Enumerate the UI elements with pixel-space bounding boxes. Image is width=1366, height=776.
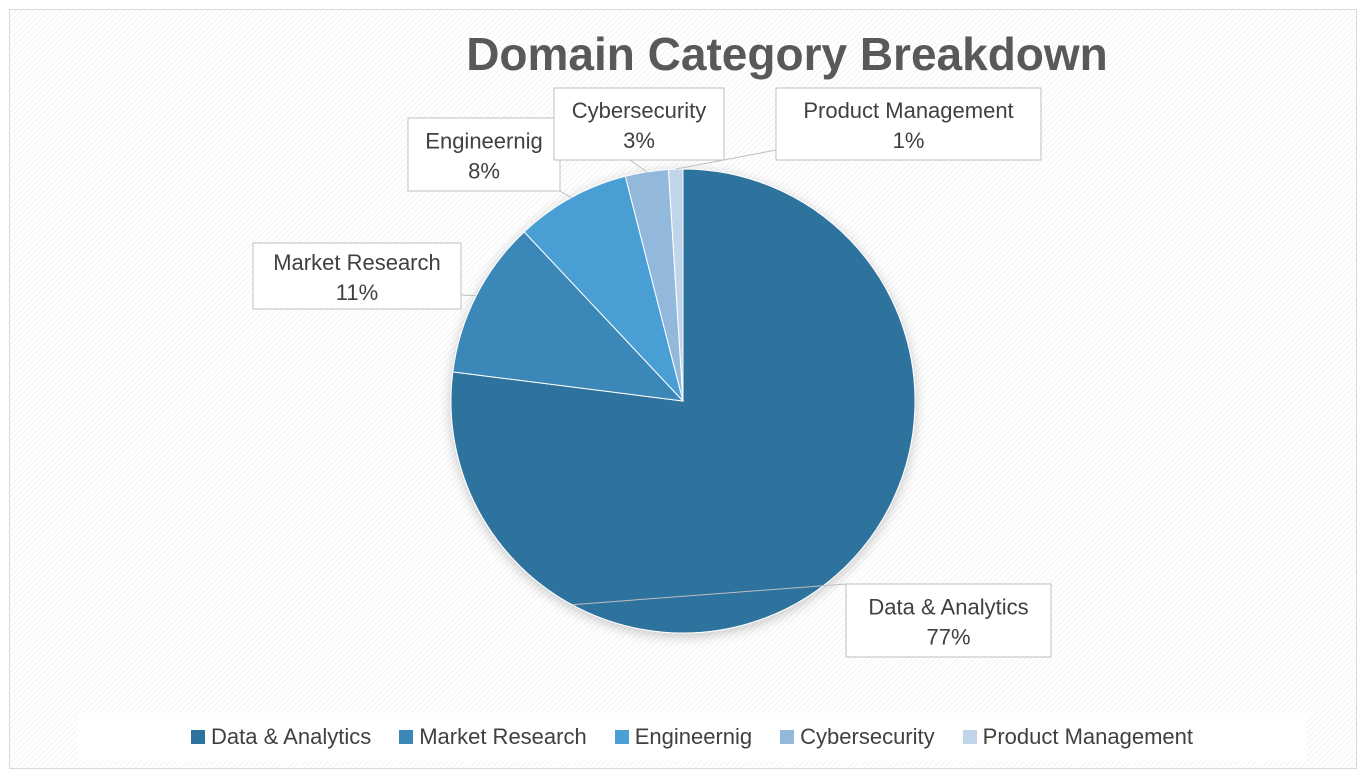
legend-item-cybersecurity: Cybersecurity	[780, 724, 935, 750]
data-label-box-product-management	[775, 87, 1042, 161]
data-label-value-market-research: 11%	[336, 280, 378, 305]
pie-slices	[450, 168, 916, 634]
pie-chart: Domain Category Breakdown Data & Analyti…	[252, 28, 1108, 658]
legend-swatch-market-research	[399, 730, 414, 744]
legend-swatch-product-management	[962, 730, 977, 744]
leader-lines	[460, 149, 847, 606]
legend-label-data-and-analytics: Data & Analytics	[211, 724, 372, 749]
data-label-box-engineernig	[407, 117, 561, 192]
leader-line-data-and-analytics	[571, 583, 847, 606]
legend-item-product-management: Product Management	[962, 724, 1193, 750]
chart-title: Domain Category Breakdown	[466, 28, 1108, 80]
legend-label-cybersecurity: Cybersecurity	[800, 724, 935, 749]
pie-slice-market-research	[452, 231, 685, 402]
legend: Data & Analytics Market Research Engineern…	[78, 713, 1306, 761]
data-label-category-market-research: Market Research	[273, 250, 441, 275]
data-label-category-cybersecurity: Cybersecurity	[572, 98, 706, 123]
data-label-value-cybersecurity: 3%	[623, 128, 655, 153]
leader-line-product-management	[675, 149, 777, 170]
data-label-value-product-management: 1%	[893, 128, 925, 153]
legend-item-engineernig: Engineernig	[614, 724, 753, 750]
data-label-box-market-research	[252, 242, 462, 310]
legend-item-data-and-analytics: Data & Analytics	[191, 724, 371, 750]
leader-line-market-research	[460, 294, 477, 297]
leader-line-cybersecurity	[629, 159, 647, 173]
legend-label-market-research: Market Research	[419, 724, 587, 749]
legend-item-market-research: Market Research	[399, 724, 587, 750]
data-labels: Data & Analytics 77% Market Research 11% Eng…	[252, 87, 1052, 658]
data-label-box-cybersecurity	[553, 87, 725, 161]
data-label-category-product-management: Product Management	[803, 98, 1013, 123]
legend-swatch-engineernig	[614, 730, 629, 744]
legend-label-product-management: Product Management	[982, 724, 1193, 749]
data-label-category-data-and-analytics: Data & Analytics	[868, 595, 1028, 620]
data-label-box-data-and-analytics	[845, 583, 1052, 658]
legend-label-engineernig: Engineernig	[634, 724, 753, 749]
data-label-category-engineernig: Engineernig	[425, 129, 542, 154]
data-label-value-engineernig: 8%	[468, 159, 500, 184]
data-label-value-data-and-analytics: 77%	[926, 625, 970, 650]
chart-area: Domain Category Breakdown Data & Analyti…	[9, 9, 1357, 769]
leader-line-engineernig	[559, 190, 572, 199]
legend-swatch-data-and-analytics	[191, 730, 206, 744]
legend-swatch-cybersecurity	[780, 730, 795, 744]
